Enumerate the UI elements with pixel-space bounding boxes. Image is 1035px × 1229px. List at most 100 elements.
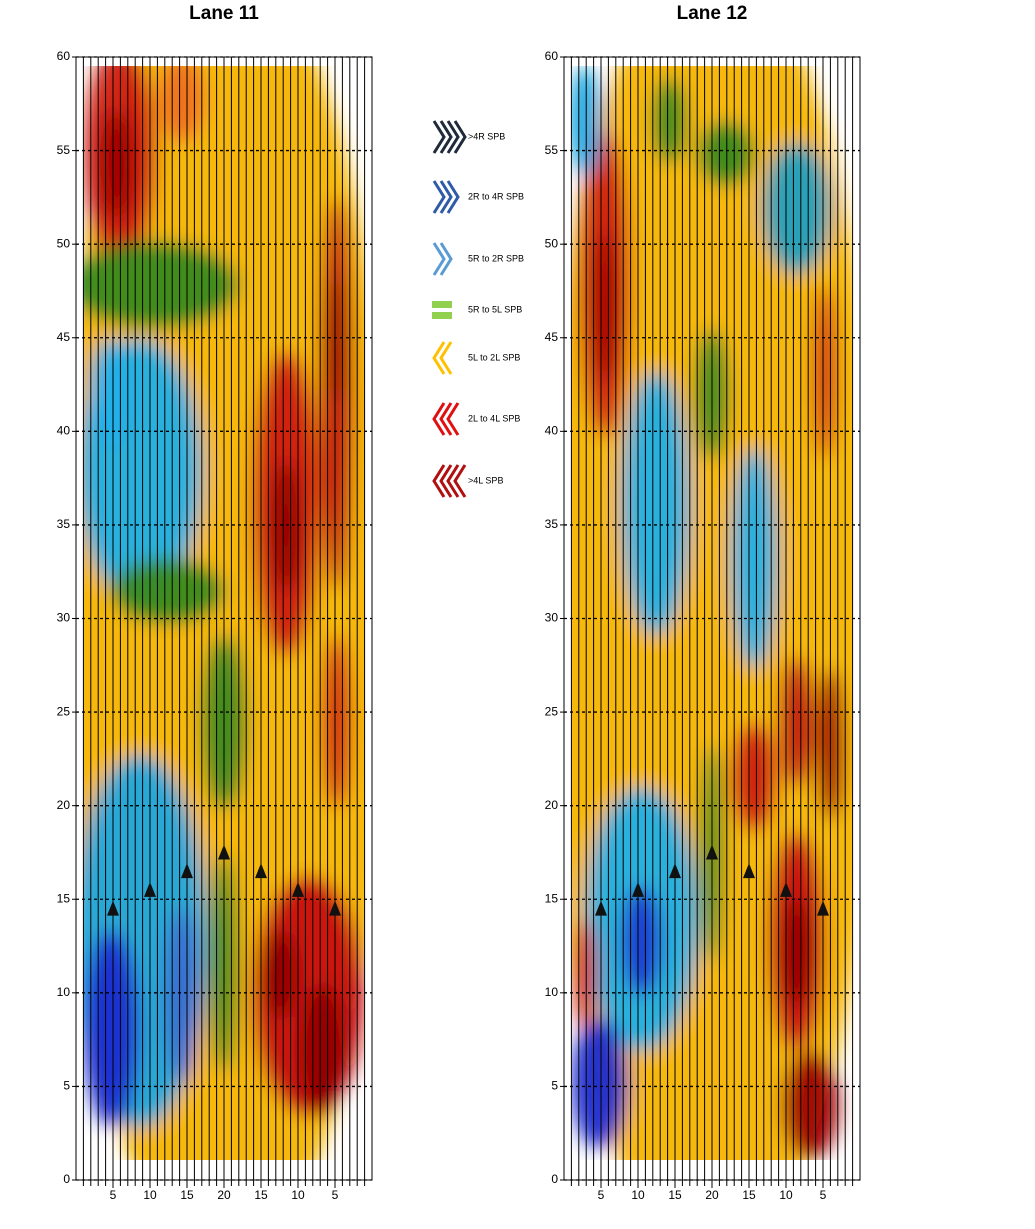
heat-region xyxy=(779,656,814,789)
heat-region xyxy=(593,230,617,384)
y-tick-label: 5 xyxy=(63,1079,70,1093)
heat-region xyxy=(731,448,777,668)
y-tick-label: 15 xyxy=(57,891,71,905)
heat-region xyxy=(88,339,134,449)
y-tick-label: 20 xyxy=(545,798,559,812)
heat-region xyxy=(263,930,298,1018)
legend-icon xyxy=(432,312,452,319)
legend-icon xyxy=(432,180,446,214)
heat-blur xyxy=(83,66,365,1160)
x-tick-label: 10 xyxy=(779,1188,793,1202)
x-tick-label: 20 xyxy=(217,1188,231,1202)
heat-region xyxy=(782,897,811,1007)
chart-title: Lane 12 xyxy=(677,3,748,24)
legend-icon xyxy=(446,180,460,214)
legend-icon xyxy=(439,341,453,375)
heat-region xyxy=(83,930,140,1128)
heat-region xyxy=(731,722,777,832)
heat-region xyxy=(652,76,687,165)
y-tick-label: 60 xyxy=(57,49,71,63)
heat-region xyxy=(322,634,351,810)
x-tick-label: 15 xyxy=(180,1188,194,1202)
arrow-marker xyxy=(144,881,156,897)
y-tick-label: 35 xyxy=(57,517,71,531)
y-tick-label: 25 xyxy=(545,704,559,718)
legend-icon xyxy=(432,341,446,375)
y-tick-label: 35 xyxy=(545,517,559,531)
x-tick-label: 20 xyxy=(705,1188,719,1202)
legend-icon xyxy=(432,120,446,154)
y-tick-label: 45 xyxy=(57,330,71,344)
arrow-marker xyxy=(292,881,304,897)
legend-label: 5R to 2R SPB xyxy=(468,253,524,263)
heat-field xyxy=(571,66,853,1160)
y-tick-label: 50 xyxy=(545,236,559,250)
heat-region xyxy=(111,558,224,624)
legend-label: >4R SPB xyxy=(468,131,505,141)
x-tick-label: 10 xyxy=(631,1188,645,1202)
arrow-marker xyxy=(706,844,718,860)
heat-region xyxy=(621,886,662,996)
y-tick-label: 0 xyxy=(63,1172,70,1186)
y-tick-label: 10 xyxy=(57,985,71,999)
legend-icon xyxy=(439,242,453,276)
legend-icon xyxy=(453,464,467,498)
heat-region xyxy=(621,372,690,635)
y-tick-label: 50 xyxy=(57,236,71,250)
heat-region xyxy=(782,1050,839,1160)
heat-region xyxy=(328,273,346,406)
heat-region xyxy=(159,66,205,143)
legend-icon xyxy=(439,402,453,436)
chart-title: Lane 11 xyxy=(189,3,259,24)
arrow-marker xyxy=(817,900,829,916)
arrow-marker xyxy=(669,863,681,879)
x-tick-label: 15 xyxy=(742,1188,756,1202)
legend-icon xyxy=(432,464,446,498)
heat-region xyxy=(164,908,199,1084)
x-tick-label: 15 xyxy=(668,1188,682,1202)
y-tick-label: 20 xyxy=(57,798,71,812)
y-tick-label: 15 xyxy=(545,891,559,905)
legend-icon xyxy=(432,242,446,276)
arrow-marker xyxy=(107,900,119,916)
heat-region xyxy=(573,919,597,1029)
heat-region xyxy=(99,109,134,220)
legend-icon xyxy=(446,464,460,498)
legend-label: 2R to 4R SPB xyxy=(468,191,524,201)
legend-label: 5L to 2L SPB xyxy=(468,352,520,362)
y-tick-label: 25 xyxy=(57,704,71,718)
y-tick-label: 45 xyxy=(545,330,559,344)
heat-region xyxy=(762,142,831,274)
legend-icon xyxy=(453,120,467,154)
arrow-marker xyxy=(595,900,607,916)
arrow-marker xyxy=(181,863,193,879)
heat-field xyxy=(83,66,365,1160)
x-tick-label: 5 xyxy=(820,1188,827,1202)
arrow-marker xyxy=(329,900,341,916)
y-tick-label: 30 xyxy=(545,611,559,625)
y-tick-label: 10 xyxy=(545,985,559,999)
y-tick-label: 60 xyxy=(545,49,559,63)
arrow-marker xyxy=(780,881,792,897)
y-tick-label: 55 xyxy=(545,143,559,157)
x-tick-label: 15 xyxy=(254,1188,268,1202)
heat-region xyxy=(83,241,239,329)
legend-label: >4L SPB xyxy=(468,475,503,485)
x-tick-label: 5 xyxy=(110,1188,117,1202)
arrow-marker xyxy=(743,863,755,879)
y-tick-label: 40 xyxy=(57,424,71,438)
y-tick-label: 30 xyxy=(57,611,71,625)
y-tick-label: 5 xyxy=(551,1079,558,1093)
heat-region xyxy=(300,984,346,1117)
heat-region xyxy=(571,66,603,176)
arrow-marker xyxy=(632,881,644,897)
x-tick-label: 10 xyxy=(143,1188,157,1202)
arrow-marker xyxy=(255,863,267,879)
y-tick-label: 40 xyxy=(545,424,559,438)
x-tick-label: 5 xyxy=(598,1188,605,1202)
legend-icon xyxy=(439,180,453,214)
legend-label: 2L to 4L SPB xyxy=(468,413,520,423)
x-tick-label: 10 xyxy=(291,1188,305,1202)
